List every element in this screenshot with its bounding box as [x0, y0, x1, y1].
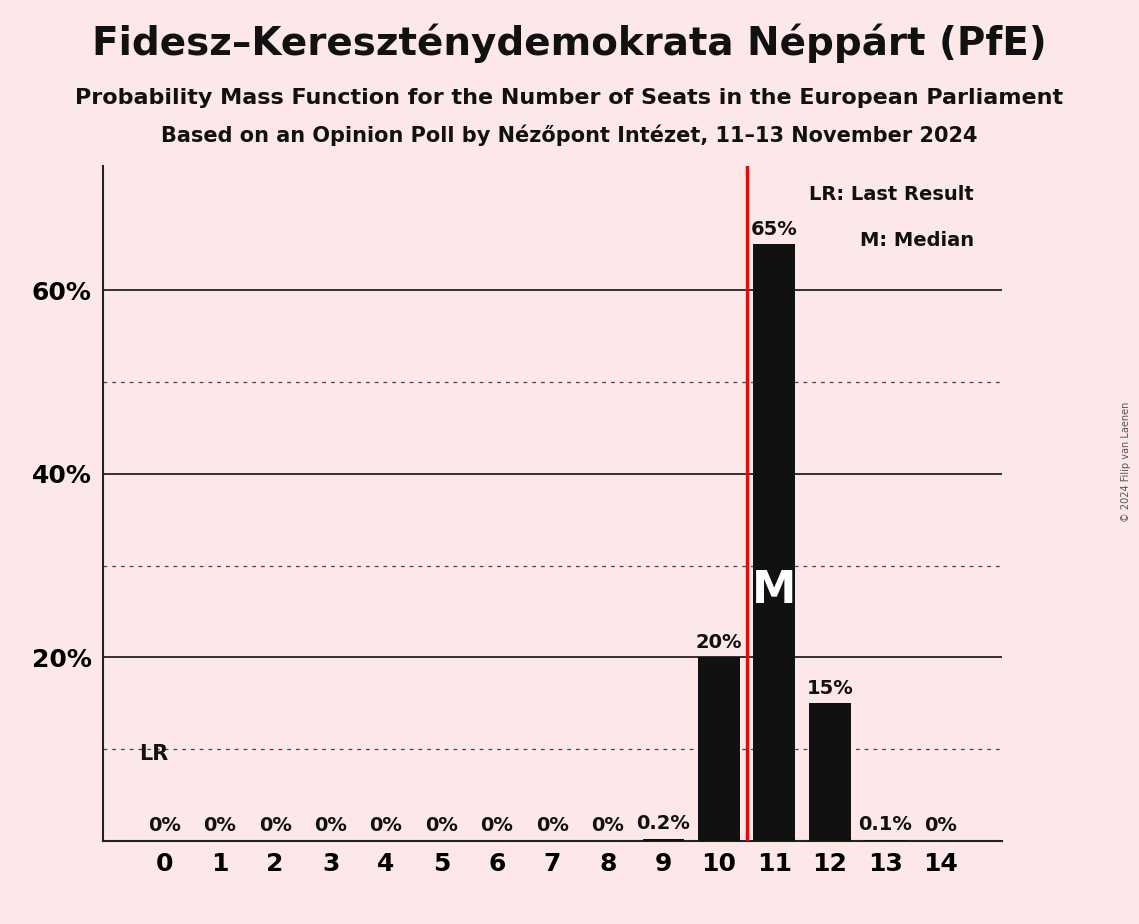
- Bar: [698, 657, 739, 841]
- Text: 0%: 0%: [924, 816, 957, 835]
- Text: 0%: 0%: [591, 816, 624, 835]
- Bar: [809, 703, 851, 841]
- Text: 0%: 0%: [259, 816, 292, 835]
- Text: 65%: 65%: [751, 220, 797, 238]
- Text: 0%: 0%: [148, 816, 181, 835]
- Text: LR: LR: [139, 744, 169, 763]
- Text: 0.1%: 0.1%: [858, 815, 912, 834]
- Text: 0.2%: 0.2%: [637, 814, 690, 833]
- Text: 0%: 0%: [369, 816, 402, 835]
- Text: 0%: 0%: [481, 816, 514, 835]
- Text: M: M: [752, 569, 796, 612]
- Text: LR: Last Result: LR: Last Result: [809, 185, 974, 203]
- Text: 0%: 0%: [203, 816, 236, 835]
- Text: Based on an Opinion Poll by Nézőpont Intézet, 11–13 November 2024: Based on an Opinion Poll by Nézőpont Int…: [162, 125, 977, 146]
- Text: 20%: 20%: [696, 633, 741, 651]
- Text: M: Median: M: Median: [860, 231, 974, 249]
- Text: 0%: 0%: [425, 816, 458, 835]
- Text: 15%: 15%: [806, 678, 853, 698]
- Bar: [754, 244, 795, 841]
- Text: 0%: 0%: [536, 816, 568, 835]
- Bar: [642, 839, 685, 841]
- Text: 0%: 0%: [314, 816, 347, 835]
- Text: Fidesz–Kereszténydemokrata Néppárt (PfE): Fidesz–Kereszténydemokrata Néppárt (PfE): [92, 23, 1047, 63]
- Text: Probability Mass Function for the Number of Seats in the European Parliament: Probability Mass Function for the Number…: [75, 88, 1064, 108]
- Text: © 2024 Filip van Laenen: © 2024 Filip van Laenen: [1121, 402, 1131, 522]
